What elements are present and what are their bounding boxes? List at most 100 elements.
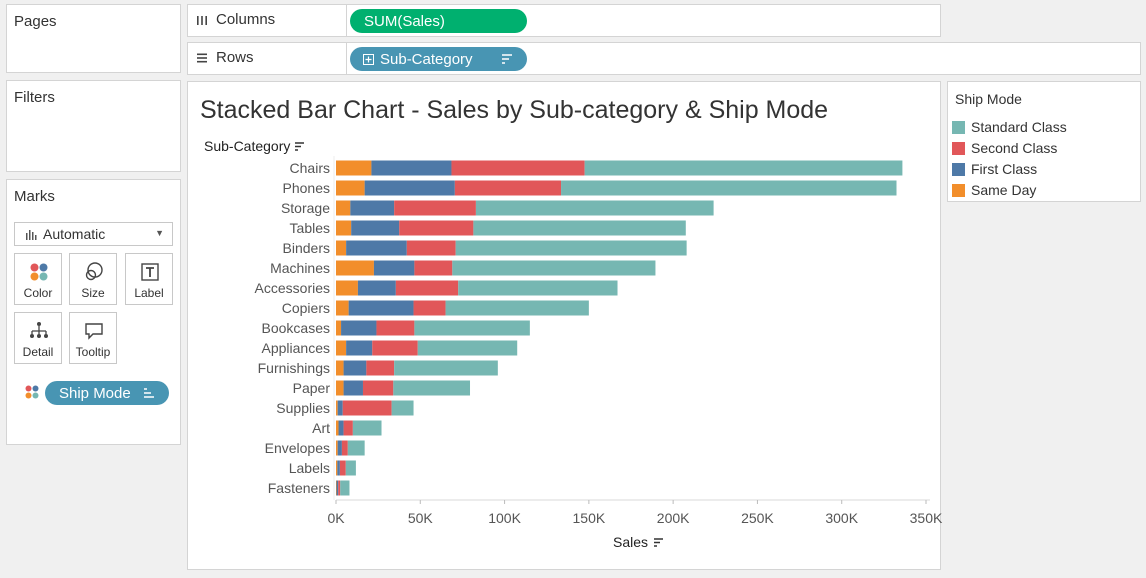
bar-segment[interactable] bbox=[458, 280, 618, 296]
category-label[interactable]: Art bbox=[312, 420, 330, 436]
bar-segment[interactable] bbox=[391, 400, 414, 416]
bar-segment[interactable] bbox=[339, 460, 346, 476]
bar-segment[interactable] bbox=[413, 300, 446, 316]
bar-segment[interactable] bbox=[399, 220, 474, 236]
bar-segment[interactable] bbox=[348, 300, 414, 316]
bar-segment[interactable] bbox=[336, 460, 338, 476]
legend-item-second-class[interactable]: Second Class bbox=[952, 139, 1057, 157]
bar-segment[interactable] bbox=[336, 380, 344, 396]
expand-icon[interactable] bbox=[363, 53, 374, 65]
category-label[interactable]: Supplies bbox=[276, 400, 330, 416]
bar-segment[interactable] bbox=[336, 280, 358, 296]
category-label[interactable]: Appliances bbox=[262, 340, 331, 356]
bar-segment[interactable] bbox=[473, 220, 686, 236]
bar-segment[interactable] bbox=[364, 180, 455, 196]
bar-segment[interactable] bbox=[394, 200, 476, 216]
bar-segment[interactable] bbox=[373, 260, 415, 276]
bar-segment[interactable] bbox=[362, 380, 394, 396]
category-label[interactable]: Storage bbox=[281, 200, 330, 216]
bar-segment[interactable] bbox=[417, 340, 518, 356]
bar-segment[interactable] bbox=[338, 480, 341, 496]
ship-mode-color-pill[interactable]: Ship Mode bbox=[45, 381, 169, 405]
bar-segment[interactable] bbox=[337, 400, 343, 416]
size-card[interactable]: Size bbox=[69, 253, 117, 305]
category-label[interactable]: Copiers bbox=[282, 300, 330, 316]
bar-segment[interactable] bbox=[350, 200, 395, 216]
bar-segment[interactable] bbox=[406, 240, 456, 256]
bar-segment[interactable] bbox=[345, 460, 356, 476]
bar-segment[interactable] bbox=[338, 420, 344, 436]
category-label[interactable]: Envelopes bbox=[265, 440, 330, 456]
bar-segment[interactable] bbox=[445, 300, 589, 316]
bar-segment[interactable] bbox=[455, 240, 687, 256]
category-label[interactable]: Paper bbox=[293, 380, 331, 396]
detail-card[interactable]: Detail bbox=[14, 312, 62, 364]
bar-segment[interactable] bbox=[584, 160, 903, 176]
bar-segment[interactable] bbox=[561, 180, 897, 196]
bar-segment[interactable] bbox=[336, 420, 339, 436]
sub-category-pill[interactable]: Sub-Category bbox=[350, 47, 527, 71]
category-label[interactable]: Phones bbox=[283, 180, 330, 196]
legend-item-same-day[interactable]: Same Day bbox=[952, 181, 1036, 199]
legend-item-standard-class[interactable]: Standard Class bbox=[952, 118, 1067, 136]
legend-item-first-class[interactable]: First Class bbox=[952, 160, 1037, 178]
bar-segment[interactable] bbox=[414, 260, 453, 276]
bar-segment[interactable] bbox=[343, 380, 363, 396]
category-label[interactable]: Furnishings bbox=[258, 360, 330, 376]
bar-segment[interactable] bbox=[336, 240, 347, 256]
bar-segment[interactable] bbox=[346, 340, 373, 356]
bar-segment[interactable] bbox=[336, 480, 337, 496]
bar-segment[interactable] bbox=[337, 440, 342, 456]
filters-panel[interactable]: Filters bbox=[6, 80, 181, 172]
category-label[interactable]: Binders bbox=[283, 240, 330, 256]
bar-segment[interactable] bbox=[342, 400, 392, 416]
bar-segment[interactable] bbox=[336, 160, 372, 176]
bar-segment[interactable] bbox=[454, 180, 562, 196]
bar-segment[interactable] bbox=[343, 360, 367, 376]
bar-segment[interactable] bbox=[414, 320, 530, 336]
bar-segment[interactable] bbox=[366, 360, 395, 376]
sort-icon[interactable] bbox=[653, 537, 664, 547]
category-label[interactable]: Bookcases bbox=[262, 320, 330, 336]
category-label[interactable]: Chairs bbox=[290, 160, 330, 176]
sum-sales-pill[interactable]: SUM(Sales) bbox=[350, 9, 527, 33]
category-label[interactable]: Tables bbox=[290, 220, 330, 236]
bar-segment[interactable] bbox=[336, 340, 347, 356]
category-label[interactable]: Labels bbox=[289, 460, 330, 476]
color-card[interactable]: Color bbox=[14, 253, 62, 305]
bar-segment[interactable] bbox=[393, 380, 471, 396]
bar-segment[interactable] bbox=[336, 320, 342, 336]
bar-segment[interactable] bbox=[336, 180, 365, 196]
bar-segment[interactable] bbox=[376, 320, 415, 336]
bar-segment[interactable] bbox=[340, 480, 350, 496]
sort-icon[interactable] bbox=[294, 141, 305, 151]
bar-segment[interactable] bbox=[394, 360, 498, 376]
bar-segment[interactable] bbox=[336, 360, 344, 376]
bar-segment[interactable] bbox=[341, 440, 348, 456]
bar-segment[interactable] bbox=[336, 400, 338, 416]
bar-segment[interactable] bbox=[346, 240, 407, 256]
columns-shelf[interactable]: Columns SUM(Sales) bbox=[187, 4, 941, 37]
category-label[interactable]: Fasteners bbox=[268, 480, 330, 496]
bar-segment[interactable] bbox=[341, 320, 377, 336]
bar-segment[interactable] bbox=[347, 440, 365, 456]
rows-shelf[interactable]: Rows Sub-Category bbox=[187, 42, 1141, 75]
bar-segment[interactable] bbox=[336, 220, 352, 236]
tooltip-card[interactable]: Tooltip bbox=[69, 312, 117, 364]
bar-segment[interactable] bbox=[336, 200, 351, 216]
bar-segment[interactable] bbox=[372, 340, 418, 356]
bar-segment[interactable] bbox=[343, 420, 353, 436]
bar-segment[interactable] bbox=[351, 220, 400, 236]
x-axis-title[interactable]: Sales bbox=[613, 534, 664, 550]
bar-segment[interactable] bbox=[452, 260, 656, 276]
bar-segment[interactable] bbox=[336, 440, 338, 456]
bar-segment[interactable] bbox=[371, 160, 452, 176]
category-label[interactable]: Machines bbox=[270, 260, 330, 276]
chevron-down-icon[interactable]: ▼ bbox=[155, 228, 164, 238]
bar-segment[interactable] bbox=[336, 300, 349, 316]
bar-segment[interactable] bbox=[336, 480, 339, 496]
bar-segment[interactable] bbox=[451, 160, 585, 176]
label-card[interactable]: Label bbox=[125, 253, 173, 305]
category-label[interactable]: Accessories bbox=[255, 280, 330, 296]
bar-segment[interactable] bbox=[475, 200, 714, 216]
